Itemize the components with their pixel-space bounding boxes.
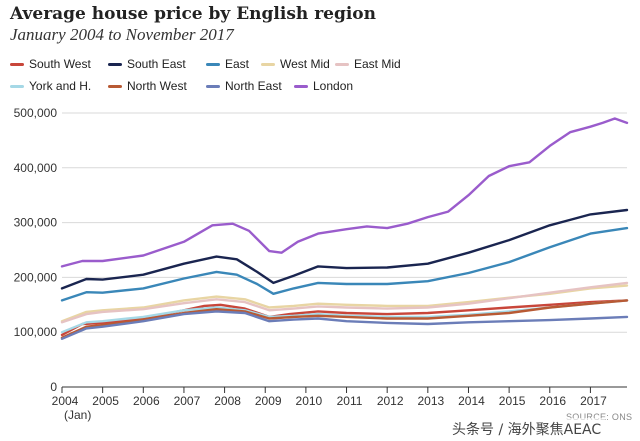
chart-subtitle: January 2004 to November 2017 xyxy=(10,25,234,44)
series-line-east-mid xyxy=(60,281,629,324)
x-tick-label: 2010 xyxy=(296,394,323,408)
y-tick-label: 500,000 xyxy=(14,106,58,120)
legend-label: North West xyxy=(127,79,187,93)
legend-label: East xyxy=(225,57,250,71)
y-tick-label: 200,000 xyxy=(14,270,58,284)
legend-item-west-mid: West Mid xyxy=(261,56,330,72)
x-tick-label: 2011 xyxy=(337,394,363,408)
series-line-south-east xyxy=(60,208,629,290)
axes: 0 100,000 200,000 300,000 400,000 500,000 2004… xyxy=(14,106,627,422)
x-tick-label: 2016 xyxy=(539,394,566,408)
series-line-york-and-h xyxy=(60,299,629,334)
x-tick-label: 2014 xyxy=(458,394,485,408)
legend-swatch xyxy=(206,63,220,67)
legend-item-south-east: South East xyxy=(108,56,186,72)
legend-label: South West xyxy=(29,57,91,71)
legend-swatch xyxy=(335,63,349,67)
x-tick-label: 2007 xyxy=(174,394,201,408)
x-tick-label: 2004 xyxy=(52,394,79,408)
legend-swatch xyxy=(108,85,122,89)
legend-swatch xyxy=(294,85,308,89)
x-tick-label: 2009 xyxy=(255,394,282,408)
x-tick-label: 2006 xyxy=(133,394,160,408)
legend-swatch xyxy=(261,63,275,67)
legend-swatch xyxy=(10,85,24,89)
x-tick-label: 2008 xyxy=(214,394,241,408)
x-tick-label: 2005 xyxy=(92,394,119,408)
series-lines xyxy=(60,117,629,340)
chart-title: Average house price by English region xyxy=(10,4,377,24)
legend-item-south-west: South West xyxy=(10,56,91,72)
legend-label: East Mid xyxy=(354,57,401,71)
series-line-north-east xyxy=(60,310,629,340)
legend-label: London xyxy=(313,79,354,93)
watermark: 头条号 / 海外聚焦AEAC xyxy=(448,418,606,440)
y-tick-label: 100,000 xyxy=(14,325,58,339)
legend-label: North East xyxy=(225,79,282,93)
series-line-london xyxy=(60,117,629,268)
legend-item-east: East xyxy=(206,56,249,72)
legend-item-london: London xyxy=(294,78,353,94)
x-tick-label: 2015 xyxy=(499,394,526,408)
y-tick-label: 400,000 xyxy=(14,161,58,175)
legend-item-east-mid: East Mid xyxy=(335,56,401,72)
series-line-north-west xyxy=(60,299,629,339)
gridlines xyxy=(62,112,627,333)
y-tick-label: 0 xyxy=(50,380,57,394)
legend-item-north-east: North East xyxy=(206,78,282,94)
x-tick-label: 2017 xyxy=(580,394,607,408)
legend-label: West Mid xyxy=(280,57,330,71)
legend-swatch xyxy=(108,63,122,67)
legend-swatch xyxy=(206,85,220,89)
series-line-east xyxy=(60,226,629,302)
legend-item-york-and-h: York and H. xyxy=(10,78,91,94)
legend-item-north-west: North West xyxy=(108,78,187,94)
legend-label: York and H. xyxy=(29,79,92,93)
source-note: SOURCE: ONS xyxy=(566,412,633,422)
legend-swatch xyxy=(10,63,24,67)
y-tick-label: 300,000 xyxy=(14,216,58,230)
legend-label: South East xyxy=(127,57,186,71)
x-tick-label: 2013 xyxy=(417,394,444,408)
x-first-tick-note: (Jan) xyxy=(64,408,91,422)
x-tick-label: 2012 xyxy=(377,394,404,408)
